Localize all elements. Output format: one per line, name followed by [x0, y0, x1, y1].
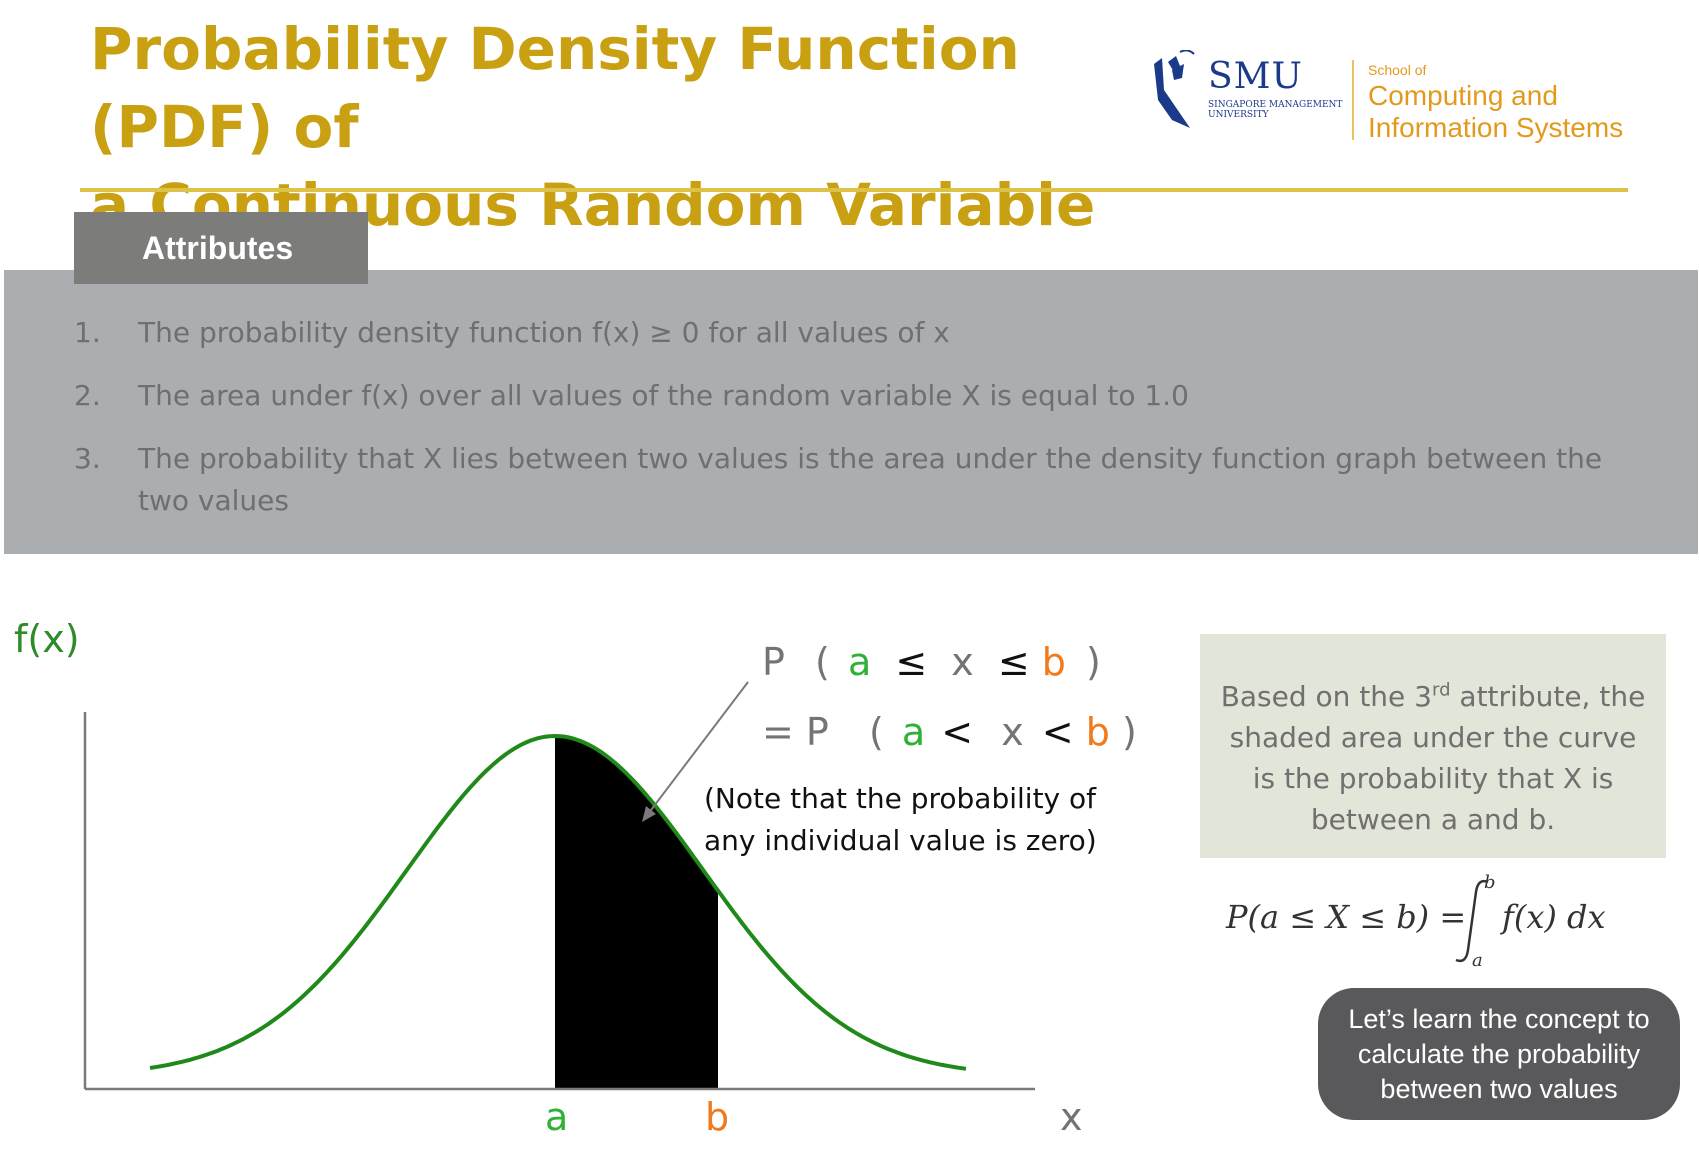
pdf-curve — [149, 733, 967, 1071]
page-title: Probability Density Function (PDF) of a … — [90, 10, 1110, 244]
attribute-item: 2. The area under f(x) over all values o… — [4, 375, 1698, 417]
attribute-number: 1. — [74, 316, 101, 349]
tick-label-a: a — [545, 1095, 568, 1139]
eq2-p: = P — [762, 710, 829, 754]
school-of-label: School of — [1368, 62, 1427, 78]
eq2-b: b — [1085, 710, 1110, 754]
attribute-text: The probability density function f(x) ≥ … — [138, 316, 950, 349]
title-divider — [80, 188, 1628, 192]
attribute-text: The area under f(x) over all values of t… — [138, 379, 1189, 412]
pointer-arrow — [647, 681, 749, 815]
zero-probability-note: (Note that the probability of any indivi… — [704, 782, 1097, 857]
learn-concept-banner: Let’s learn the concept to calculate the… — [1318, 988, 1680, 1120]
attributes-tab: Attributes — [74, 212, 368, 284]
x-axis-label: x — [1060, 1095, 1083, 1139]
shaded-probability-area — [555, 736, 718, 1089]
formula-lhs: P(a ≤ X ≤ b) = — [1225, 898, 1466, 936]
school-name-line-1: Computing and — [1368, 80, 1558, 111]
smu-subtitle: SINGAPORE MANAGEMENT UNIVERSITY — [1208, 100, 1358, 120]
formula-integrand: f(x) dx — [1500, 898, 1606, 936]
pointer-arrowhead — [642, 806, 656, 822]
attribute-item: 3. The probability that X lies between t… — [4, 438, 1698, 522]
eq1-b: b — [1041, 640, 1066, 684]
integral-sign-icon — [1455, 879, 1489, 963]
attribute-number: 3. — [74, 442, 101, 475]
smu-subtitle-line-2: UNIVERSITY — [1208, 110, 1269, 120]
eq1-a: a — [847, 640, 872, 684]
eq2-close: ) — [1121, 710, 1137, 754]
smu-wordmark: SMU — [1208, 56, 1303, 97]
school-name: Computing and Information Systems — [1368, 80, 1638, 144]
callout-text-start: Based on the 3 — [1220, 680, 1432, 713]
eq2-open: ( — [868, 710, 884, 754]
eq1-p: P — [762, 640, 785, 684]
eq1-op2: ≤ — [997, 640, 1030, 684]
formula-lower-limit: a — [1472, 950, 1483, 970]
probability-equation-line-2: = P ( a < x < b ) — [762, 710, 1137, 754]
eq2-x: x — [1001, 710, 1024, 754]
eq2-op1: < — [941, 710, 974, 754]
eq2-op2: < — [1041, 710, 1074, 754]
eq2-a: a — [901, 710, 926, 754]
attribute-text: The probability that X lies between two … — [138, 442, 1603, 517]
tick-label-b: b — [705, 1095, 729, 1139]
smu-scis-logo: SMU SINGAPORE MANAGEMENT UNIVERSITY Scho… — [1150, 50, 1630, 150]
eq1-close: ) — [1086, 640, 1101, 684]
attribute-item: 1. The probability density function f(x)… — [4, 312, 1698, 354]
smu-lion-icon — [1154, 50, 1195, 128]
callout-text-end: attribute, the shaded area under the cur… — [1229, 680, 1646, 836]
formula-upper-limit: b — [1484, 872, 1496, 893]
attributes-panel: 1. The probability density function f(x)… — [4, 270, 1698, 554]
callout-superscript: rd — [1432, 679, 1451, 701]
smu-subtitle-line-1: SINGAPORE MANAGEMENT — [1208, 100, 1343, 110]
probability-equation-line-1: P ( a ≤ x ≤ b ) — [762, 640, 1101, 684]
eq1-op1: ≤ — [895, 640, 928, 684]
attributes-list: 1. The probability density function f(x)… — [4, 312, 1698, 543]
title-line-1: Probability Density Function (PDF) of — [90, 15, 1020, 161]
attribute-number: 2. — [74, 379, 101, 412]
eq1-open: ( — [815, 640, 830, 684]
explanation-callout: Based on the 3rd attribute, the shaded a… — [1200, 634, 1666, 858]
integral-formula: P(a ≤ X ≤ b) = b a f(x) dx — [1225, 872, 1606, 970]
pdf-chart: f(x) x a b — [14, 617, 1083, 1139]
logo-divider — [1352, 60, 1354, 140]
y-axis-label: f(x) — [14, 617, 80, 661]
eq1-x: x — [951, 640, 974, 684]
school-name-line-2: Information Systems — [1368, 112, 1624, 143]
